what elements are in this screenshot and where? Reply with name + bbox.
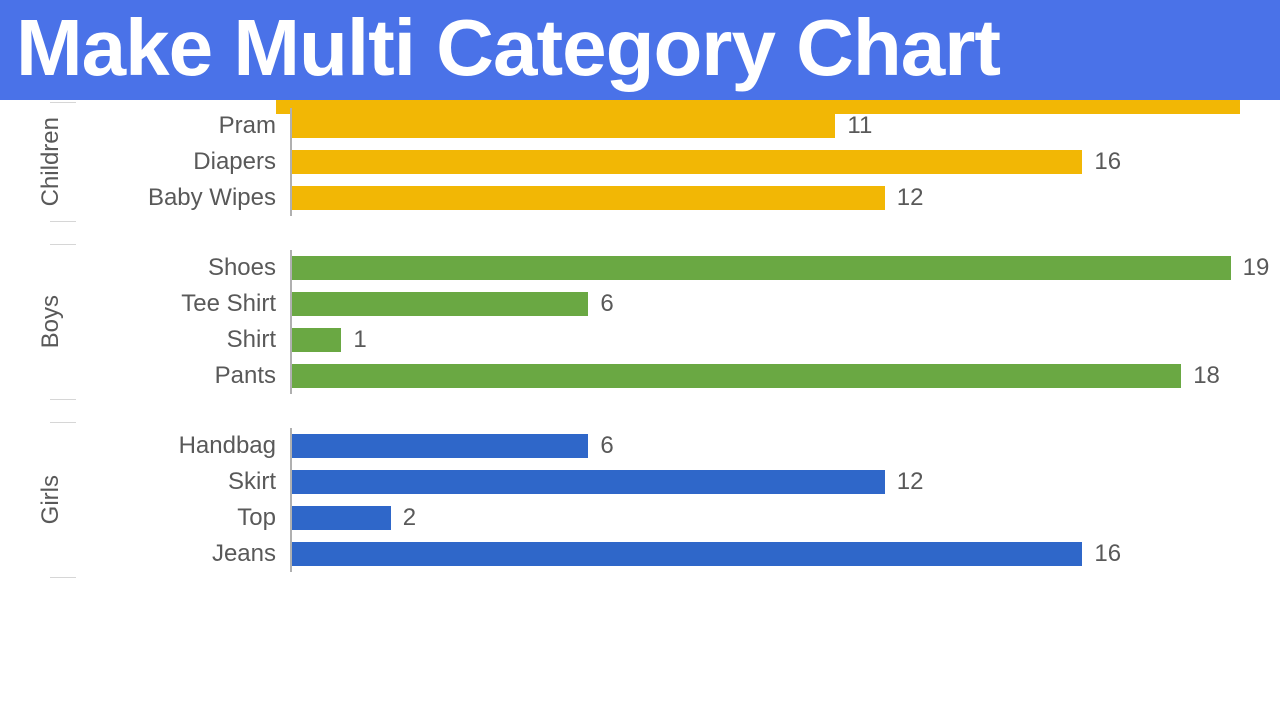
- bar-area: 16: [290, 536, 1280, 572]
- item-label: Jeans: [76, 540, 290, 568]
- bar-row: Diapers 16: [76, 144, 1280, 180]
- bar: [292, 150, 1082, 174]
- bar: [292, 364, 1181, 388]
- bar-value: 6: [600, 432, 613, 460]
- chart-container: ChildrenPram11Diapers16Baby Wipes12BoysS…: [0, 100, 1280, 720]
- group-children: Children Pram 11 Diapers 16 Baby Wipes 12: [26, 108, 1280, 216]
- group-divider: [50, 244, 76, 245]
- bar: [292, 470, 885, 494]
- page-title: Make Multi Category Chart: [16, 3, 1000, 92]
- bar: [292, 506, 391, 530]
- bar-area: 1: [290, 322, 1280, 358]
- bar-value: 18: [1193, 362, 1220, 390]
- item-label: Handbag: [76, 432, 290, 460]
- bar-row: Baby Wipes 12: [76, 180, 1280, 216]
- bar-value: 16: [1094, 540, 1121, 568]
- bar-row: Top 2: [76, 500, 1280, 536]
- bar-value: 6: [600, 290, 613, 318]
- group-label: Boys: [26, 250, 76, 394]
- group-boys: Boys Shoes 19 Tee Shirt 6 Shirt 1 Pants 18: [26, 250, 1280, 394]
- bar-row: Shirt 1: [76, 322, 1280, 358]
- group-label-text: Children: [37, 117, 65, 206]
- bar-value: 16: [1094, 148, 1121, 176]
- group-label: Children: [26, 108, 76, 216]
- group-label-text: Girls: [37, 475, 65, 524]
- bar-area: 16: [290, 144, 1280, 180]
- group-divider: [50, 399, 76, 400]
- group-divider: [50, 577, 76, 578]
- bar-area: 11: [290, 108, 1280, 144]
- bar: [292, 256, 1231, 280]
- bar-area: 2: [290, 500, 1280, 536]
- item-label: Shirt: [76, 326, 290, 354]
- bar-value: 11: [847, 112, 872, 140]
- item-label: Diapers: [76, 148, 290, 176]
- item-label: Tee Shirt: [76, 290, 290, 318]
- bar-row: Shoes 19: [76, 250, 1280, 286]
- item-label: Pram: [76, 112, 290, 140]
- bars-container: Shoes 19 Tee Shirt 6 Shirt 1 Pants 18: [76, 250, 1280, 394]
- bar-row: Pants 18: [76, 358, 1280, 394]
- multi-category-bar-chart: ChildrenPram11Diapers16Baby Wipes12BoysS…: [26, 108, 1280, 720]
- bar: [292, 292, 588, 316]
- group-girls: Girls Handbag 6 Skirt 12 Top 2 Jeans 16: [26, 428, 1280, 572]
- bar-row: Skirt 12: [76, 464, 1280, 500]
- page-title-banner: Make Multi Category Chart: [0, 0, 1280, 100]
- group-divider: [50, 422, 76, 423]
- bar-row: Pram 11: [76, 108, 1280, 144]
- item-label: Baby Wipes: [76, 184, 290, 212]
- bar-area: 6: [290, 286, 1280, 322]
- bar-area: 12: [290, 180, 1280, 216]
- bar-value: 19: [1243, 254, 1270, 282]
- bar-area: 6: [290, 428, 1280, 464]
- bars-container: Pram 11 Diapers 16 Baby Wipes 12: [76, 108, 1280, 216]
- bar-row: Handbag 6: [76, 428, 1280, 464]
- bar-value: 1: [353, 326, 366, 354]
- bar-area: 12: [290, 464, 1280, 500]
- item-label: Skirt: [76, 468, 290, 496]
- bar-area: 19: [290, 250, 1280, 286]
- item-label: Pants: [76, 362, 290, 390]
- bar-value: 12: [897, 184, 924, 212]
- item-label: Shoes: [76, 254, 290, 282]
- bar: [292, 186, 885, 210]
- bar: [292, 328, 341, 352]
- bars-container: Handbag 6 Skirt 12 Top 2 Jeans 16: [76, 428, 1280, 572]
- group-divider: [50, 102, 76, 103]
- bar-value: 2: [403, 504, 416, 532]
- bar: [292, 542, 1082, 566]
- bar-row: Tee Shirt 6: [76, 286, 1280, 322]
- bar-area: 18: [290, 358, 1280, 394]
- bar: [292, 114, 835, 138]
- group-label-text: Boys: [37, 295, 65, 348]
- bar: [292, 434, 588, 458]
- group-label: Girls: [26, 428, 76, 572]
- group-divider: [50, 221, 76, 222]
- bar-row: Jeans 16: [76, 536, 1280, 572]
- item-label: Top: [76, 504, 290, 532]
- bar-value: 12: [897, 468, 924, 496]
